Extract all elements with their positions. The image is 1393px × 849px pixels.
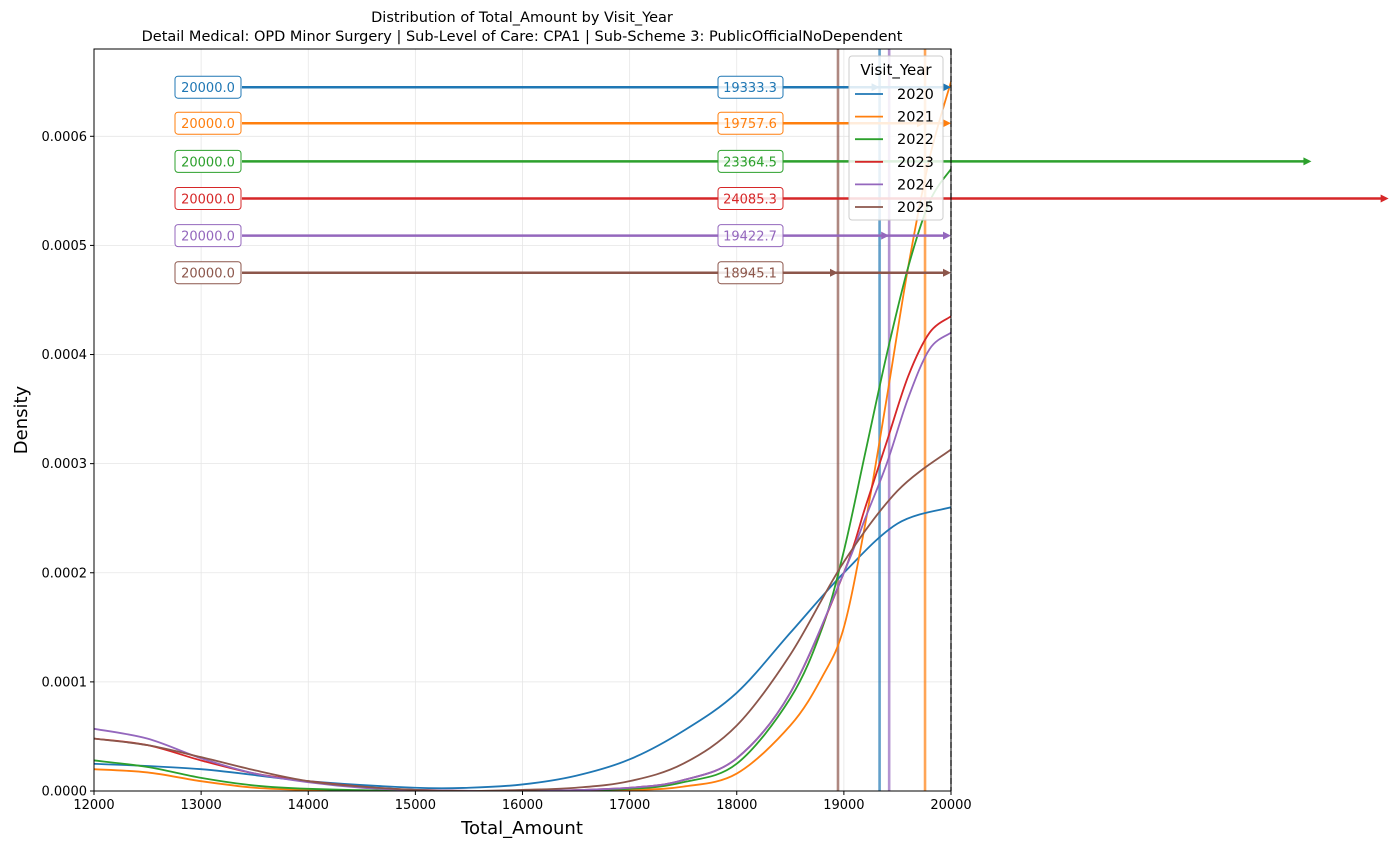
median-label-box (717, 75, 784, 99)
median-label: 19757.6 (723, 117, 777, 132)
max-label-box (174, 224, 242, 248)
legend-label-2023: 2023 (897, 155, 934, 171)
legend-label-2022: 2022 (897, 132, 934, 148)
y-tick-label: 0.0004 (42, 348, 88, 363)
median-label-box (717, 261, 784, 285)
legend-label-2024: 2024 (897, 177, 934, 193)
annotation-2025: 20000.0 18945.1 (174, 261, 951, 285)
density-curve-2021 (94, 81, 951, 791)
median-label: 19422.7 (723, 230, 777, 245)
x-axis-ticks: 12000 13000 14000 15000 16000 17000 18000 19000… (73, 791, 972, 813)
y-axis-label: Density (11, 385, 32, 454)
max-arrow-head (1380, 194, 1389, 203)
median-label-box (717, 111, 784, 135)
x-tick-label: 16000 (502, 798, 543, 813)
max-label-box (174, 75, 242, 99)
x-tick-label: 14000 (288, 798, 329, 813)
legend-label-2020: 2020 (897, 87, 934, 103)
max-arrow-head (1303, 157, 1312, 166)
max-label-box (174, 261, 242, 285)
max-arrow-head (943, 119, 951, 128)
max-arrow-head (943, 268, 951, 277)
max-arrow-head (943, 231, 951, 240)
median-label: 19333.3 (723, 81, 777, 96)
x-tick-label: 18000 (716, 798, 757, 813)
x-tick-label: 15000 (395, 798, 436, 813)
max-label: 20000.0 (181, 81, 235, 96)
annotation-2023: 20000.0 24085.3 (174, 186, 1389, 210)
y-tick-label: 0.0005 (42, 239, 88, 254)
y-tick-label: 0.0002 (42, 566, 88, 581)
density-curve-2022 (94, 168, 951, 791)
median-label-box (717, 224, 784, 248)
chart-title: Distribution of Total_Amount by Visit_Ye… (371, 10, 673, 26)
max-label-box (174, 186, 242, 210)
x-tick-label: 12000 (73, 798, 114, 813)
annotation-2024: 20000.0 19422.7 (174, 224, 951, 248)
y-tick-label: 0.0003 (42, 457, 88, 472)
max-label: 20000.0 (181, 230, 235, 245)
annotation-2022: 20000.0 23364.5 (174, 149, 1312, 173)
max-label: 20000.0 (181, 267, 235, 282)
annotation-2020: 20000.0 19333.3 (174, 75, 951, 99)
legend-box (848, 55, 944, 221)
annotation-arrows: 20000.0 19333.3 20000.0 19757.6 20000.0 23364… (174, 75, 1389, 285)
x-axis-label: Total_Amount (460, 818, 583, 839)
x-tick-label: 20000 (930, 798, 971, 813)
median-label: 23364.5 (723, 155, 777, 170)
max-label: 20000.0 (181, 117, 235, 132)
y-tick-label: 0.0000 (42, 785, 88, 800)
x-tick-label: 17000 (609, 798, 650, 813)
max-label: 20000.0 (181, 192, 235, 207)
chart-subtitle: Detail Medical: OPD Minor Surgery | Sub-… (142, 29, 903, 45)
y-tick-label: 0.0006 (42, 130, 88, 145)
median-label-box (717, 149, 784, 173)
median-arrow-head (881, 231, 890, 240)
max-label-box (174, 111, 242, 135)
y-tick-label: 0.0001 (42, 675, 88, 690)
density-curve-2024 (94, 331, 951, 791)
max-label: 20000.0 (181, 155, 235, 170)
x-tick-label: 19000 (823, 798, 864, 813)
median-label: 18945.1 (723, 267, 777, 282)
legend-label-2025: 2025 (897, 200, 934, 216)
max-arrow-head (943, 83, 951, 92)
grid-lines (93, 49, 952, 792)
legend-label-2021: 2021 (897, 110, 934, 126)
legend-title: Visit_Year (860, 61, 932, 80)
density-curve-2025 (94, 448, 951, 791)
max-label-box (174, 149, 242, 173)
median-arrow-head (829, 268, 838, 277)
legend: Visit_Year 2020 2021 2022 2023 2024 2025 (848, 55, 944, 221)
annotation-2021: 20000.0 19757.6 (174, 111, 951, 135)
median-label: 24085.3 (723, 192, 777, 207)
y-axis-ticks: 0.0000 0.0001 0.0002 0.0003 0.0004 0.0005 0.00… (42, 130, 94, 800)
median-label-box (717, 186, 784, 210)
density-curves (94, 81, 951, 791)
x-tick-label: 13000 (180, 798, 221, 813)
